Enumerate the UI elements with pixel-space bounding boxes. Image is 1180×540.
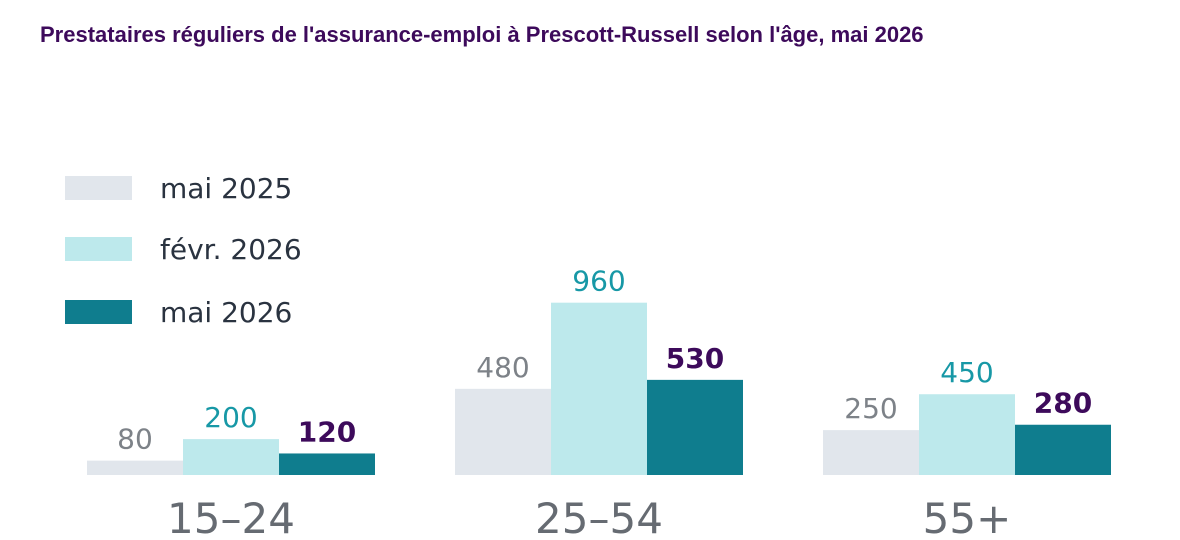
value-label-mai-2026-15-24: 120 (298, 415, 356, 448)
legend-swatch-mai-2026 (65, 300, 132, 324)
value-label-mai-2025-25-54: 480 (476, 351, 529, 384)
legend-label-f-vr-2026: févr. 2026 (160, 233, 302, 266)
bar-mai-2025-25-54 (455, 388, 551, 475)
value-label-f-vr-2026-25-54: 960 (572, 265, 625, 298)
category-label-15-24: 15–24 (167, 494, 295, 540)
value-label-mai-2026-55: 280 (1034, 387, 1092, 420)
bar-f-vr-2026-25-54 (551, 302, 647, 475)
legend-label-mai-2026: mai 2026 (160, 296, 292, 329)
category-label-25-54: 25–54 (535, 494, 663, 540)
bar-mai-2025-15-24 (87, 460, 183, 475)
bar-mai-2026-15-24 (279, 453, 375, 475)
value-label-mai-2026-25-54: 530 (666, 342, 724, 375)
bar-mai-2026-55 (1015, 424, 1111, 475)
value-label-mai-2025-15-24: 80 (117, 423, 153, 456)
category-label-55: 55+ (923, 494, 1012, 540)
legend-swatch-mai-2025 (65, 176, 132, 200)
legend-swatch-f-vr-2026 (65, 237, 132, 261)
bar-f-vr-2026-15-24 (183, 439, 279, 475)
bar-mai-2025-55 (823, 430, 919, 475)
value-label-f-vr-2026-55: 450 (940, 356, 993, 389)
chart-title: Prestataires réguliers de l'assurance-em… (40, 22, 924, 47)
bar-f-vr-2026-55 (919, 394, 1015, 475)
bar-mai-2026-25-54 (647, 379, 743, 475)
legend-label-mai-2025: mai 2025 (160, 172, 292, 205)
value-label-f-vr-2026-15-24: 200 (204, 401, 257, 434)
value-label-mai-2025-55: 250 (844, 392, 897, 425)
